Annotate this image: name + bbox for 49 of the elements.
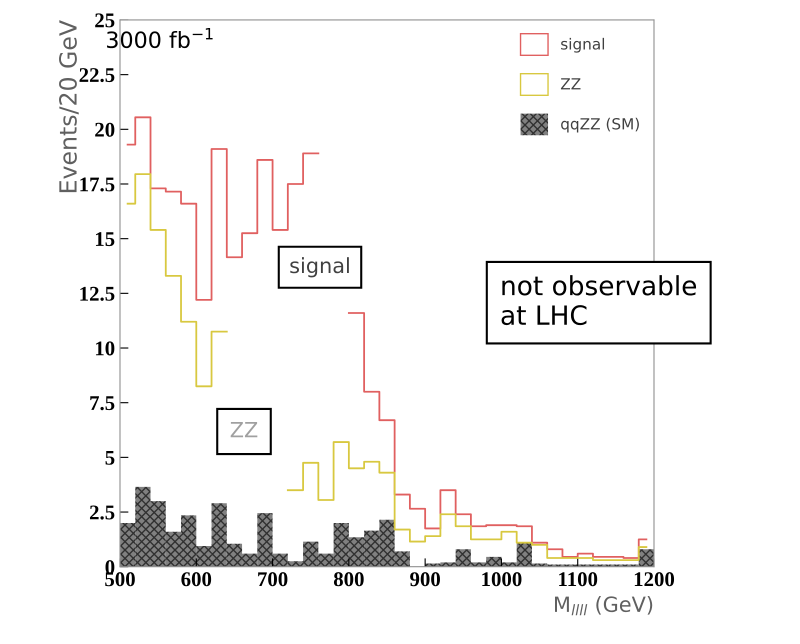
bar xyxy=(166,532,182,567)
y-tick-label: 25 xyxy=(95,13,114,28)
y-tick-label: 15 xyxy=(96,232,114,246)
bar xyxy=(135,486,151,567)
x-tick-label: 600 xyxy=(181,572,212,586)
y-tick-label: 5 xyxy=(106,450,114,465)
bar xyxy=(181,515,196,567)
bar xyxy=(364,530,380,567)
bar xyxy=(516,542,532,567)
y-axis-title: Events/20 GeV xyxy=(59,20,79,192)
bar xyxy=(379,520,395,567)
x-tick-label: 1100 xyxy=(559,572,598,586)
bar xyxy=(196,546,212,567)
bar xyxy=(334,522,349,567)
x-tick-label: 1200 xyxy=(634,572,674,586)
bar xyxy=(638,549,654,567)
bar xyxy=(456,549,471,567)
annotation: signal xyxy=(290,257,349,278)
bar xyxy=(150,501,166,567)
bar xyxy=(318,554,334,567)
x-tick-label: 800 xyxy=(334,572,364,586)
x-tick-label: 700 xyxy=(258,572,288,586)
annotation: not observable at LHC xyxy=(502,275,696,326)
legend-label: ZZ xyxy=(560,78,581,90)
x-tick-label: 500 xyxy=(105,572,135,586)
bar xyxy=(272,554,288,567)
bar xyxy=(120,522,136,567)
bar xyxy=(303,542,318,567)
bar xyxy=(226,544,242,567)
bar xyxy=(348,537,364,567)
y-tick-label: 12.5 xyxy=(80,286,114,301)
annotation: 3000 fb$^{−1}$ xyxy=(107,28,213,48)
y-tick-label: 10 xyxy=(96,341,114,356)
x-tick-label: 1000 xyxy=(482,572,522,586)
y-tick-label: 7.5 xyxy=(90,396,114,410)
y-tick-label: 22.5 xyxy=(80,68,114,82)
bar xyxy=(394,551,410,567)
x-tick-label: 900 xyxy=(410,572,440,586)
bar xyxy=(242,554,258,567)
x-axis-title: M$_{llll}$ (GeV) xyxy=(555,596,652,616)
bar xyxy=(212,503,227,567)
y-tick-label: 2.5 xyxy=(90,505,114,520)
bar xyxy=(257,513,273,567)
bar xyxy=(486,556,502,567)
legend-label: qqZZ (SM) xyxy=(561,118,639,133)
y-tick-label: 17.5 xyxy=(80,177,114,192)
legend-label: signal xyxy=(561,38,604,53)
annotation: ZZ xyxy=(230,422,258,438)
y-tick-label: 20 xyxy=(95,122,114,137)
